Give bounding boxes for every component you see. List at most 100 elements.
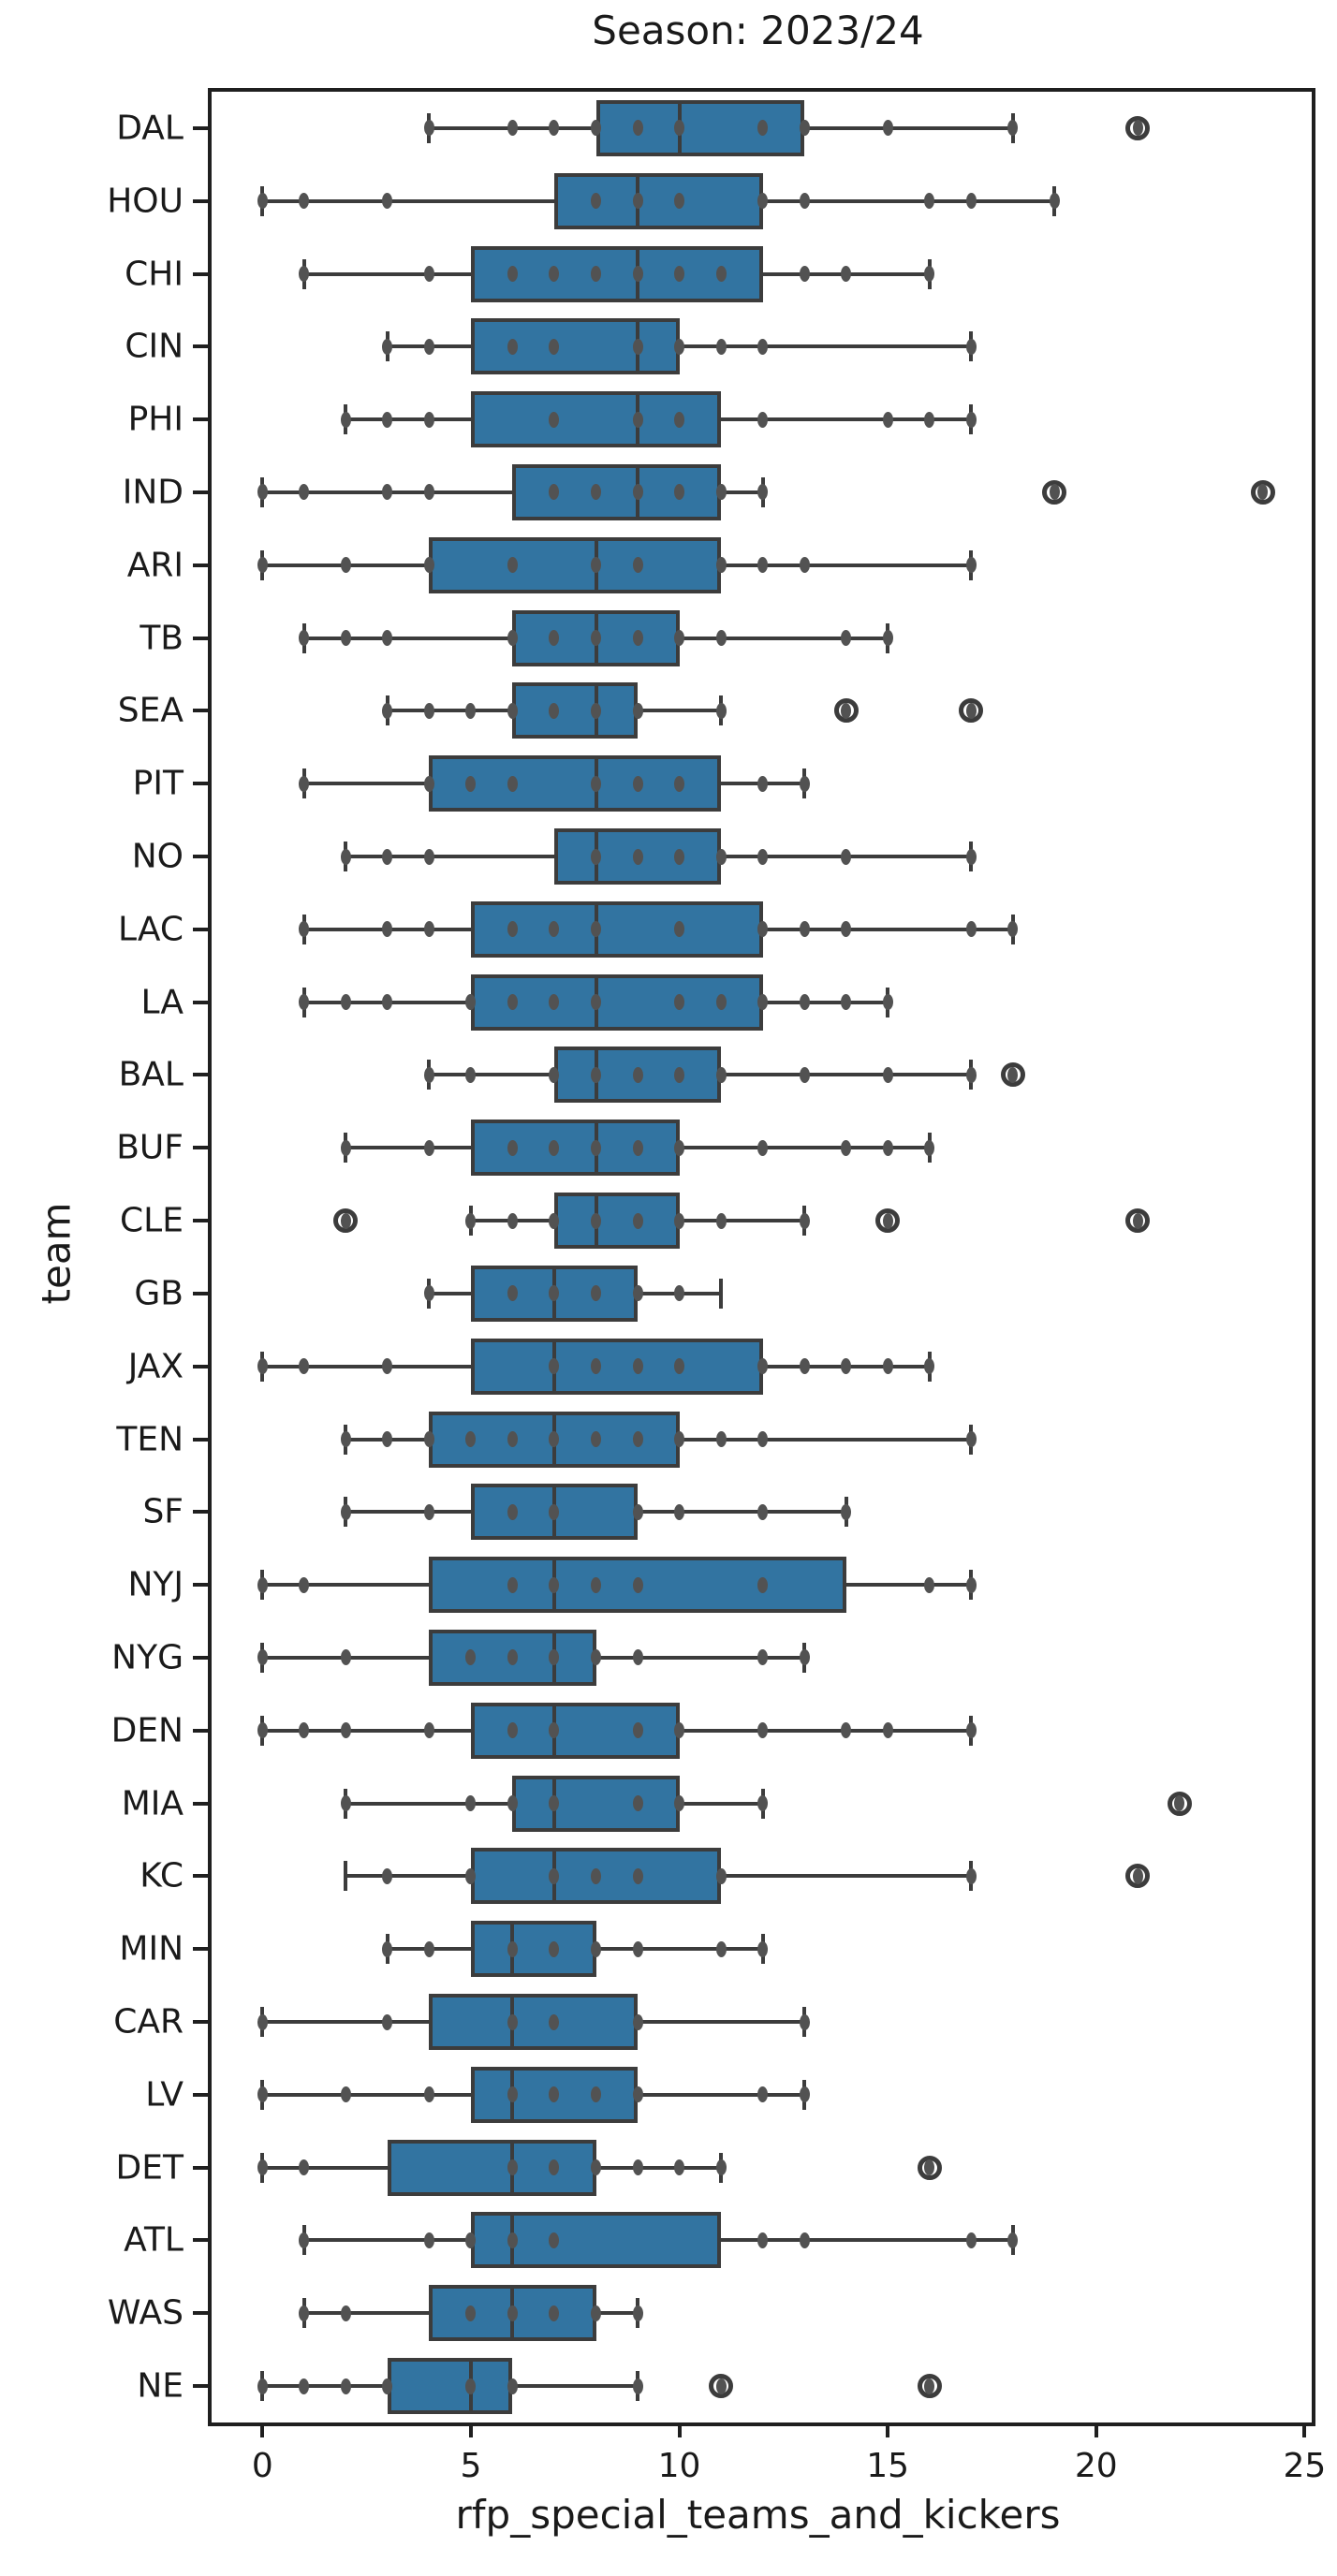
boxplot-row-phi <box>212 383 1312 456</box>
boxplot-row-la <box>212 966 1312 1039</box>
ytick-label-pit: PIT <box>132 764 184 803</box>
strip-point <box>632 1940 643 1957</box>
ytick-label-sf: SF <box>142 1492 184 1531</box>
xtick-label-15: 15 <box>866 2447 910 2485</box>
strip-point <box>507 1722 518 1739</box>
strip-point <box>632 1867 643 1884</box>
strip-point <box>423 921 434 938</box>
strip-point <box>799 921 810 938</box>
ytick-label-kc: KC <box>140 1856 184 1895</box>
strip-point <box>591 630 601 647</box>
strip-point <box>674 921 685 938</box>
y-tick-mark <box>193 1000 208 1004</box>
strip-point <box>423 266 434 283</box>
strip-point <box>257 2159 268 2176</box>
strip-point <box>757 338 769 355</box>
boxplot-row-gb <box>212 1257 1312 1330</box>
strip-point <box>299 193 310 210</box>
strip-point <box>549 921 560 938</box>
boxplot-row-mia <box>212 1767 1312 1840</box>
strip-point <box>1007 2232 1019 2248</box>
strip-point <box>965 702 977 719</box>
ytick-label-ne: NE <box>137 2366 184 2406</box>
strip-point <box>507 1139 518 1156</box>
strip-point <box>465 775 477 792</box>
strip-point <box>465 1867 477 1884</box>
boxplot-row-hou <box>212 165 1312 238</box>
strip-point <box>799 994 810 1011</box>
iqr-box <box>470 318 680 375</box>
strip-point <box>632 120 643 137</box>
strip-point <box>1257 484 1269 501</box>
strip-point <box>591 1576 601 1593</box>
strip-point <box>423 1940 434 1957</box>
strip-point <box>549 1358 560 1375</box>
strip-point <box>423 338 434 355</box>
strip-point <box>841 1358 852 1375</box>
strip-point <box>507 2013 518 2030</box>
strip-point <box>799 2232 810 2248</box>
strip-point <box>632 1722 643 1739</box>
boxplot-row-min <box>212 1912 1312 1985</box>
strip-point <box>591 1431 601 1448</box>
strip-point <box>465 2305 477 2321</box>
strip-point <box>841 1722 852 1739</box>
strip-point <box>632 2305 643 2321</box>
strip-point <box>507 557 518 574</box>
boxplot-row-nyg <box>212 1621 1312 1694</box>
strip-point <box>674 1066 685 1083</box>
xtick-label-25: 25 <box>1283 2447 1327 2485</box>
x-tick-mark <box>1094 2422 1098 2437</box>
strip-point <box>591 2305 601 2321</box>
strip-point <box>549 1867 560 1884</box>
strip-point <box>507 630 518 647</box>
strip-point <box>423 1139 434 1156</box>
iqr-box <box>470 1921 596 1978</box>
strip-point <box>299 484 310 501</box>
strip-point <box>299 2378 310 2394</box>
whisker-cap-low <box>344 1861 348 1892</box>
strip-point <box>340 2086 351 2103</box>
strip-point <box>465 994 477 1011</box>
outlier-ring <box>1125 1208 1151 1234</box>
strip-point <box>340 411 351 428</box>
strip-point <box>299 2305 310 2321</box>
strip-point <box>882 994 893 1011</box>
strip-point <box>715 1066 727 1083</box>
iqr-box <box>429 536 722 593</box>
y-tick-mark <box>193 709 208 713</box>
outlier-ring <box>1167 1791 1192 1816</box>
strip-point <box>257 1649 268 1666</box>
strip-point <box>632 775 643 792</box>
iqr-box <box>512 1775 680 1832</box>
y-tick-mark <box>193 927 208 931</box>
strip-point <box>340 557 351 574</box>
strip-point <box>632 1358 643 1375</box>
strip-point <box>757 484 769 501</box>
strip-point <box>382 2013 393 2030</box>
iqr-box <box>429 1994 639 2051</box>
boxplot-row-jax <box>212 1330 1312 1403</box>
strip-point <box>549 484 560 501</box>
strip-point <box>674 775 685 792</box>
strip-point <box>715 338 727 355</box>
iqr-box <box>470 900 763 958</box>
strip-point <box>423 557 434 574</box>
strip-point <box>549 266 560 283</box>
strip-point <box>549 702 560 719</box>
strip-point <box>924 1576 935 1593</box>
ytick-label-den: DEN <box>110 1711 184 1750</box>
strip-point <box>799 1212 810 1229</box>
strip-point <box>257 2086 268 2103</box>
xtick-label-10: 10 <box>657 2447 701 2485</box>
strip-point <box>674 1285 685 1302</box>
outlier-ring <box>917 2374 942 2399</box>
strip-point <box>507 775 518 792</box>
strip-point <box>423 1431 434 1448</box>
iqr-box <box>470 2066 639 2123</box>
boxplot-row-ind <box>212 456 1312 529</box>
strip-point <box>340 994 351 1011</box>
strip-point <box>465 1212 477 1229</box>
boxplot-row-lac <box>212 893 1312 966</box>
